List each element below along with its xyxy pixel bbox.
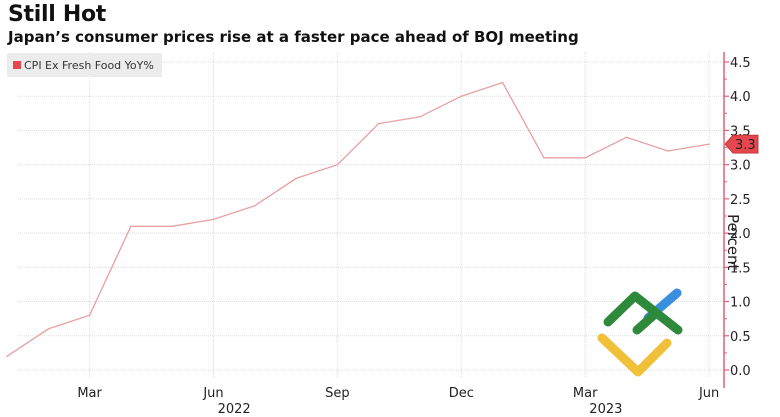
x-tick-label: Mar xyxy=(573,386,598,401)
x-year-label: 2023 xyxy=(589,402,622,417)
data-point xyxy=(130,225,132,228)
x-tick-label: Jun xyxy=(202,386,223,401)
data-point xyxy=(212,218,215,221)
data-point xyxy=(6,355,8,358)
data-point xyxy=(377,122,380,125)
watermark-logo-icon xyxy=(597,288,683,377)
x-tick-label: Dec xyxy=(449,386,474,401)
x-tick-label: Jun xyxy=(698,386,719,401)
data-point xyxy=(254,204,256,207)
y-axis: 0.00.51.01.52.02.53.03.54.04.5 xyxy=(723,52,751,388)
last-value-badge-shape xyxy=(724,134,759,154)
data-point xyxy=(295,177,297,180)
y-tick-label: 1.5 xyxy=(730,261,751,276)
data-point xyxy=(584,157,586,159)
last-value-badge: 3.3 xyxy=(724,134,759,154)
data-point xyxy=(667,150,669,152)
legend: CPI Ex Fresh Food YoY% xyxy=(7,53,162,77)
y-tick-label: 4.5 xyxy=(730,56,751,71)
data-point xyxy=(625,136,628,139)
y-tick-label: 0.5 xyxy=(730,330,751,345)
x-tick-label: Sep xyxy=(325,386,350,401)
data-point xyxy=(543,157,545,159)
data-point xyxy=(88,314,91,317)
y-tick-label: 2.0 xyxy=(730,227,751,242)
x-year-label: 2022 xyxy=(218,402,251,417)
series-layer xyxy=(6,81,710,358)
chart-subtitle: Japan’s consumer prices rise at a faster… xyxy=(8,28,579,46)
y-tick-label: 1.0 xyxy=(730,296,751,311)
data-point xyxy=(336,163,339,166)
data-point xyxy=(708,143,710,145)
data-point xyxy=(47,328,50,330)
y-tick-label: 3.0 xyxy=(730,159,751,174)
data-point xyxy=(501,81,504,84)
grid-lines xyxy=(18,52,724,377)
x-tick-label: Mar xyxy=(77,386,102,401)
data-point xyxy=(460,95,463,98)
legend-swatch xyxy=(13,61,21,69)
y-tick-label: 2.5 xyxy=(730,193,751,208)
y-tick-label: 0.0 xyxy=(730,364,751,379)
last-value-label: 3.3 xyxy=(735,138,756,153)
data-point xyxy=(171,225,173,228)
chart-title: Still Hot xyxy=(8,2,106,27)
y-tick-label: 4.0 xyxy=(730,90,751,105)
series-line xyxy=(6,81,710,357)
legend-label: CPI Ex Fresh Food YoY% xyxy=(24,58,154,72)
data-point xyxy=(419,115,421,118)
y-axis-label: Percent xyxy=(724,214,742,271)
